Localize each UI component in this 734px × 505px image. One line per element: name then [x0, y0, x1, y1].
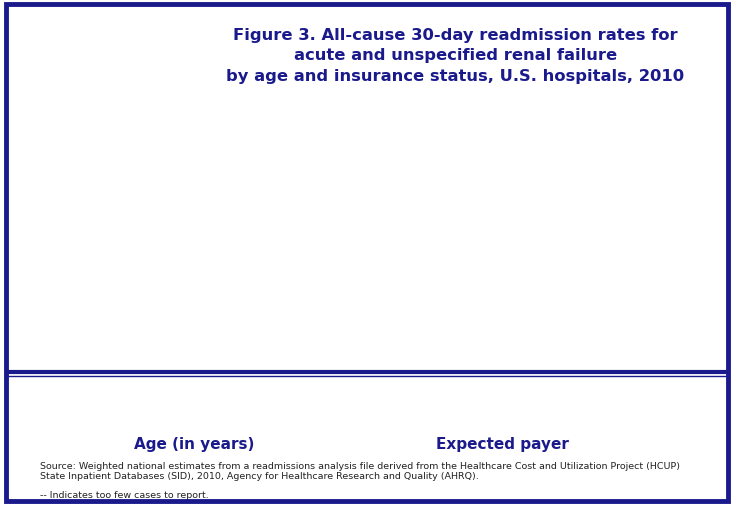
- Bar: [500, 254, 545, 412]
- Bar: [240, 276, 286, 412]
- Bar: [170, 291, 215, 412]
- Text: Advancing
Excellence in
Health Care: Advancing Excellence in Health Care: [109, 228, 159, 259]
- Bar: [570, 304, 616, 412]
- Text: 17.0: 17.0: [578, 288, 608, 301]
- Bar: [429, 268, 476, 412]
- Text: Expected payer: Expected payer: [436, 437, 570, 452]
- Bar: [310, 272, 356, 412]
- Text: 21.5: 21.5: [248, 260, 277, 273]
- Text: 22.1: 22.1: [319, 256, 347, 269]
- Text: Age (in years): Age (in years): [134, 437, 255, 452]
- Text: -- Indicates too few cases to report.: -- Indicates too few cases to report.: [40, 491, 209, 500]
- Text: --: --: [117, 394, 127, 407]
- Text: 13.3: 13.3: [649, 312, 678, 325]
- Text: 19.0: 19.0: [178, 276, 207, 289]
- Text: Source: Weighted national estimates from a readmissions analysis file derived fr: Source: Weighted national estimates from…: [40, 462, 680, 481]
- Bar: [641, 328, 686, 412]
- Text: 22.7: 22.7: [438, 252, 467, 266]
- Text: 25.0: 25.0: [508, 238, 537, 251]
- Text: AHRQ: AHRQ: [98, 147, 170, 167]
- Text: 🦅: 🦅: [46, 183, 62, 211]
- Y-axis label: Percent readmitted: Percent readmitted: [23, 212, 37, 359]
- Text: Figure 3. All-cause 30-day readmission rates for
acute and unspecified renal fai: Figure 3. All-cause 30-day readmission r…: [226, 28, 684, 83]
